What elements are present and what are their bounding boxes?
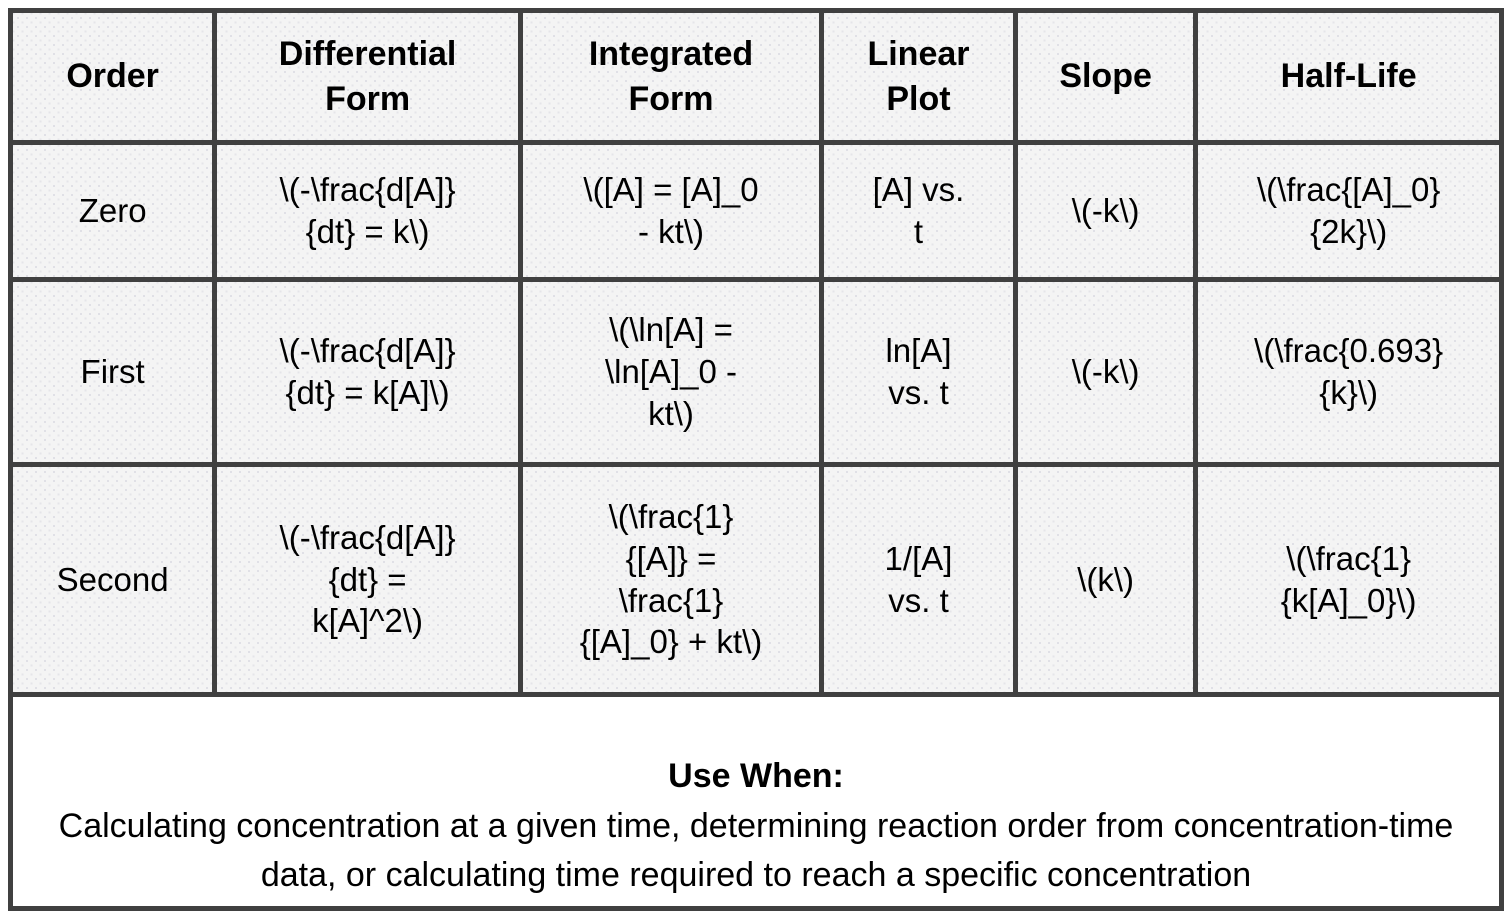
- half-life-cell: \(\frac{0.693} {k}\): [1193, 277, 1504, 467]
- column-header-slope: Slope: [1012, 8, 1199, 145]
- column-header-differential: Differential Form: [212, 8, 523, 145]
- column-header-half-life: Half-Life: [1193, 8, 1504, 145]
- use-when-cell: Use When: Calculating concentration at a…: [8, 691, 1504, 911]
- slope-cell: \(k\): [1012, 462, 1199, 697]
- order-label: First: [7, 277, 218, 467]
- integrated-form-cell: \(\ln[A] = \ln[A]_0 - kt\): [517, 277, 825, 467]
- slope-cell: \(-k\): [1012, 277, 1199, 467]
- use-when-row: Use When: Calculating concentration at a…: [8, 691, 1504, 911]
- integrated-form-cell: \([A] = [A]_0 - kt\): [517, 140, 825, 282]
- column-header-linear-plot: Linear Plot: [819, 8, 1018, 145]
- differential-form-cell: \(-\frac{d[A]} {dt} = k[A]\): [212, 277, 523, 467]
- table-row-zero-order: Zero \(-\frac{d[A]} {dt} = k\) \([A] = […: [7, 140, 1504, 282]
- linear-plot-cell: [A] vs. t: [819, 140, 1018, 282]
- use-when-label: Use When:: [668, 757, 844, 796]
- table-row-first-order: First \(-\frac{d[A]} {dt} = k[A]\) \(\ln…: [7, 277, 1504, 467]
- differential-form-cell: \(-\frac{d[A]} {dt} = k[A]^2\): [212, 462, 523, 697]
- slope-cell: \(-k\): [1012, 140, 1199, 282]
- header-row: Order Differential Form Integrated Form …: [7, 8, 1504, 145]
- linear-plot-cell: 1/[A] vs. t: [819, 462, 1018, 697]
- page: Order Differential Form Integrated Form …: [7, 8, 1504, 911]
- kinetics-summary-table: Order Differential Form Integrated Form …: [7, 8, 1504, 911]
- use-when-text: Calculating concentration at a given tim…: [58, 806, 1454, 894]
- half-life-cell: \(\frac{1} {k[A]_0}\): [1193, 462, 1504, 697]
- differential-form-cell: \(-\frac{d[A]} {dt} = k\): [212, 140, 523, 282]
- linear-plot-cell: ln[A] vs. t: [819, 277, 1018, 467]
- order-label: Second: [7, 462, 218, 697]
- order-label: Zero: [7, 140, 218, 282]
- half-life-cell: \(\frac{[A]_0} {2k}\): [1193, 140, 1504, 282]
- column-header-integrated: Integrated Form: [517, 8, 825, 145]
- integrated-form-cell: \(\frac{1} {[A]} = \frac{1} {[A]_0} + kt…: [517, 462, 825, 697]
- table-row-second-order: Second \(-\frac{d[A]} {dt} = k[A]^2\) \(…: [7, 462, 1504, 697]
- column-header-order: Order: [7, 8, 218, 145]
